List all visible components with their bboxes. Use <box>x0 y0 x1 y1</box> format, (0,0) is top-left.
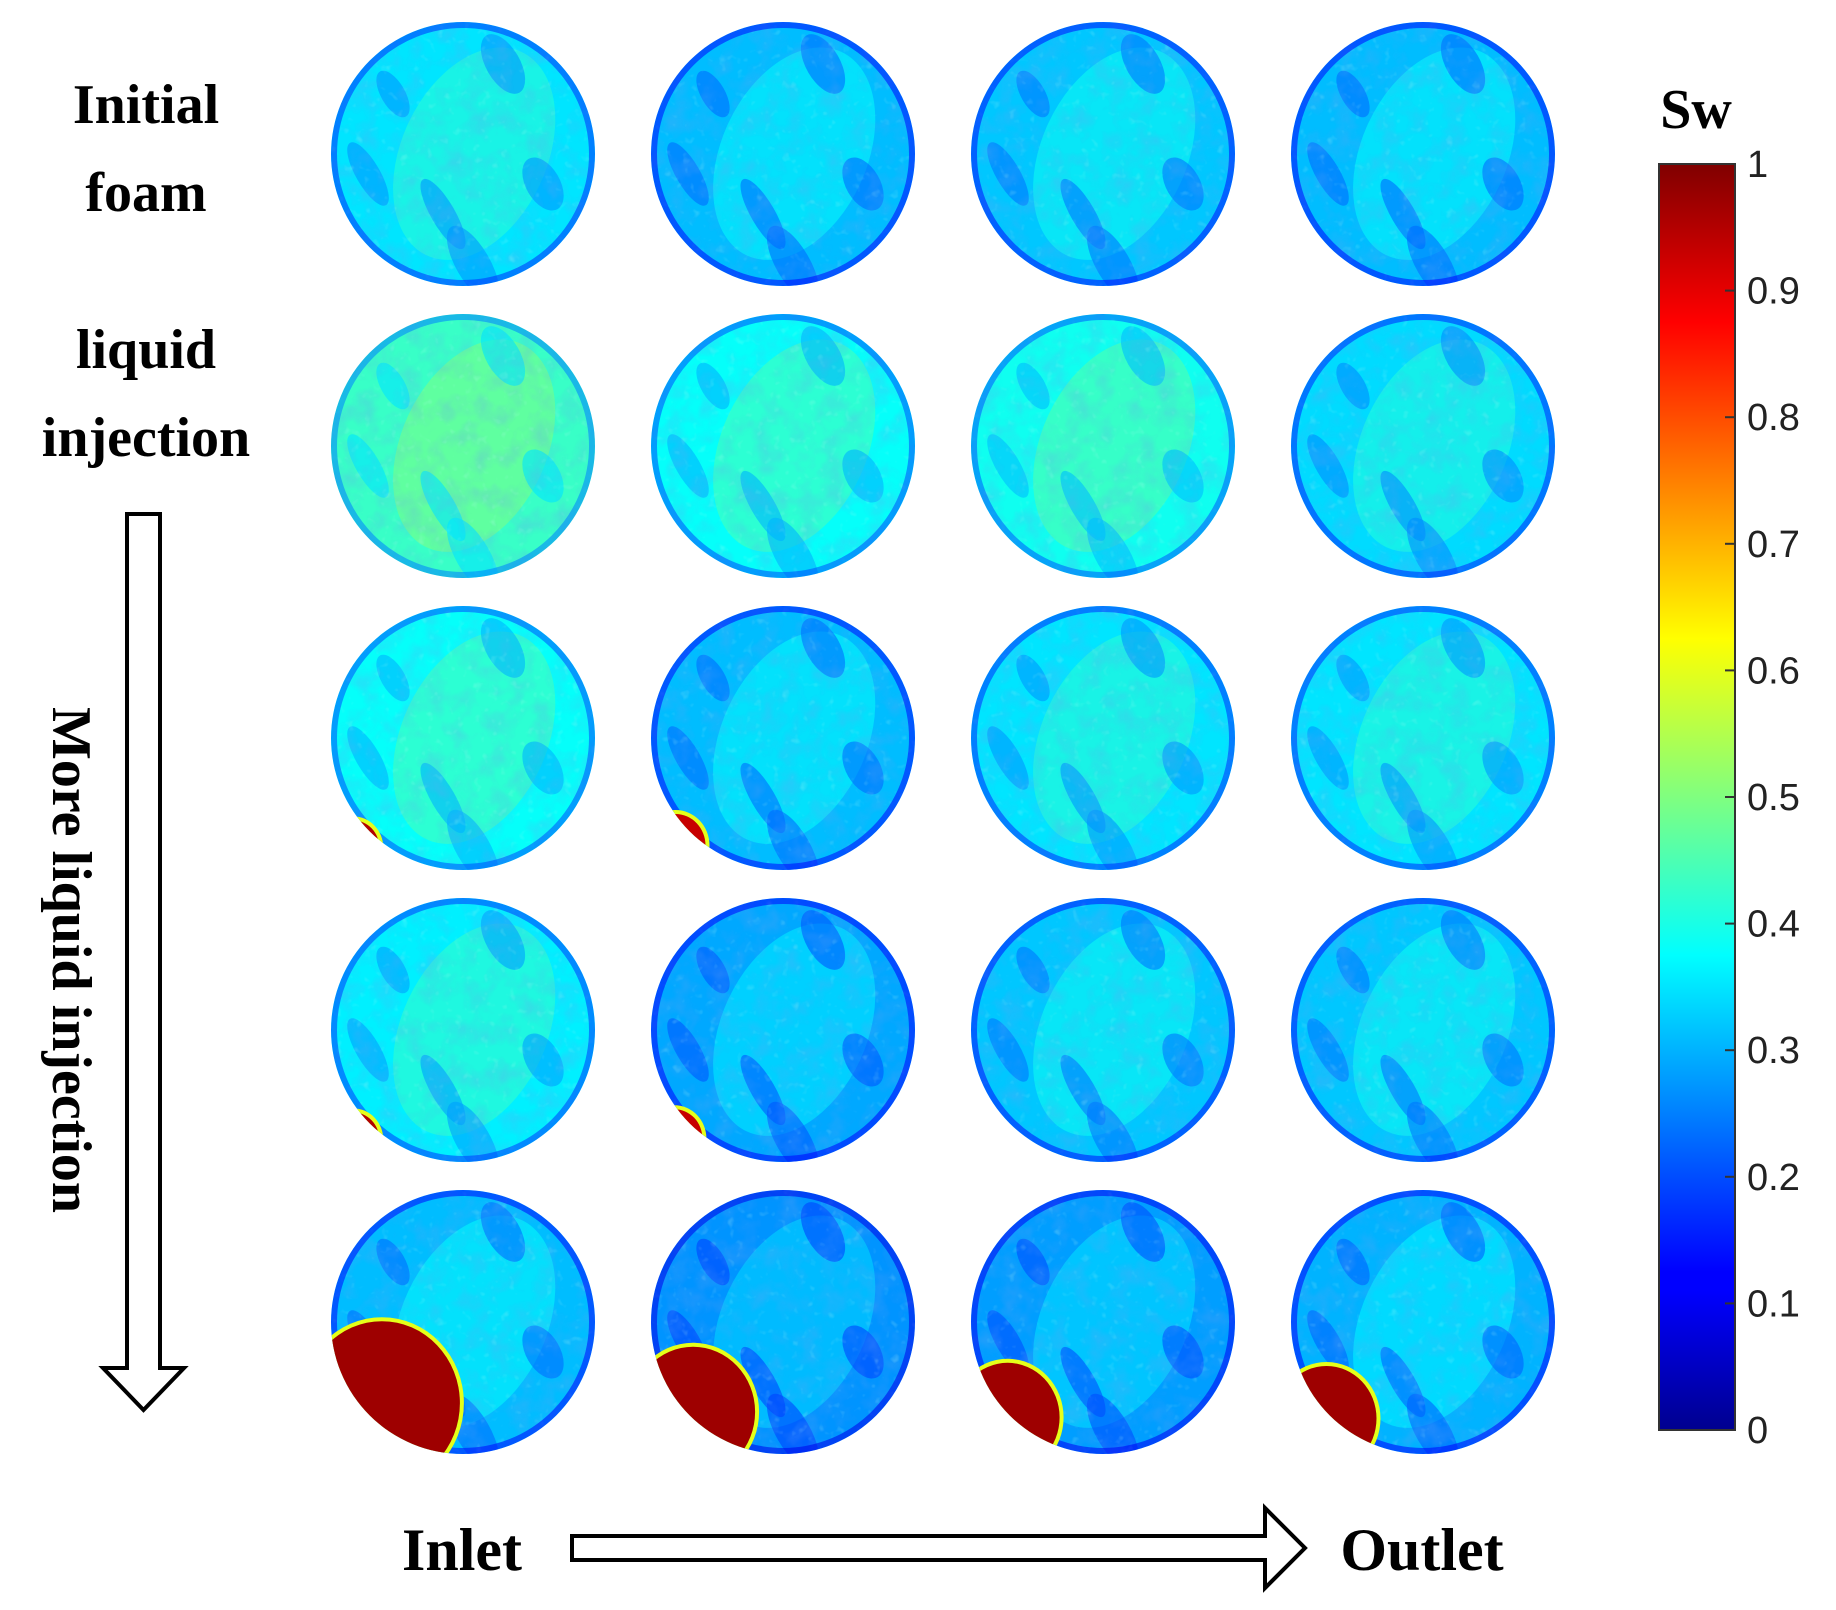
rim <box>331 22 595 286</box>
colorbar-tick-label: 0.4 <box>1747 904 1800 946</box>
saturation-map-r5-c4 <box>1291 1190 1555 1454</box>
inlet-label: Inlet <box>402 1517 522 1583</box>
saturation-map-r5-c1 <box>331 1190 595 1454</box>
saturation-map-r1-c3 <box>971 22 1235 286</box>
colorbar-tick-label: 0.2 <box>1747 1157 1800 1199</box>
saturation-map-r4-c3 <box>971 898 1235 1162</box>
liquid-region-halo <box>971 835 1005 870</box>
texture-speckle <box>331 898 595 1162</box>
rim <box>651 22 915 286</box>
texture-speckle <box>1291 898 1555 1162</box>
saturation-map-grid <box>331 22 1555 1454</box>
colorbar-tick-label: 0.6 <box>1747 650 1800 692</box>
liquid-region <box>972 839 1001 869</box>
liquid-region <box>331 1321 460 1454</box>
colorbar <box>1658 163 1736 1431</box>
saturation-map-r1-c4 <box>1291 22 1555 286</box>
texture-speckle <box>651 314 915 578</box>
saturation-map-r1-c1 <box>331 22 595 286</box>
rim <box>651 314 915 578</box>
colorbar-tick-label: 0.9 <box>1747 271 1800 313</box>
row-label-initial-foam-line2: foam <box>85 162 206 224</box>
liquid-region <box>974 554 995 575</box>
liquid-region-halo <box>651 810 710 870</box>
liquid-region-halo <box>971 1121 1011 1162</box>
texture-speckle <box>331 314 595 578</box>
rim <box>651 1190 915 1454</box>
saturation-map-r2-c1 <box>331 314 595 578</box>
colorbar-tick-label: 0.3 <box>1747 1030 1800 1072</box>
down-arrow-icon <box>98 512 189 1413</box>
rim <box>1291 1190 1555 1454</box>
vertical-arrow-label: More liquid injection <box>40 707 102 1213</box>
saturation-map-r4-c1 <box>331 898 595 1162</box>
rim <box>971 898 1235 1162</box>
liquid-region <box>1291 1366 1377 1454</box>
rim <box>971 1190 1235 1454</box>
liquid-region <box>651 1109 703 1162</box>
liquid-region <box>971 1362 1060 1454</box>
colorbar-tick-label: 0.1 <box>1747 1283 1800 1325</box>
liquid-region <box>971 1125 1007 1162</box>
rim <box>651 898 915 1162</box>
texture-speckle <box>651 22 915 286</box>
outlet-label: Outlet <box>1340 1517 1503 1583</box>
rim <box>1291 898 1555 1162</box>
right-arrow-icon <box>570 1503 1308 1593</box>
saturation-map-r4-c2 <box>651 898 915 1162</box>
colorbar-title: Sw <box>1660 79 1732 141</box>
liquid-region-halo <box>971 550 999 578</box>
texture-speckle <box>331 22 595 286</box>
rim <box>971 606 1235 870</box>
saturation-map-r2-c3 <box>971 314 1235 578</box>
saturation-map-r3-c1 <box>331 606 595 870</box>
saturation-map-r2-c4 <box>1291 314 1555 578</box>
colorbar-tick-label: 0 <box>1747 1410 1768 1452</box>
rim <box>331 314 595 578</box>
texture-speckle <box>971 606 1235 870</box>
rim <box>1291 314 1555 578</box>
saturation-map-r3-c4 <box>1291 606 1555 870</box>
row-label-liquid-injection-line2: injection <box>42 407 250 469</box>
saturation-map-r1-c2 <box>651 22 915 286</box>
saturation-map-r3-c3 <box>971 606 1235 870</box>
texture-speckle <box>1291 606 1555 870</box>
liquid-region-halo <box>331 816 384 870</box>
saturation-map-r3-c2 <box>651 606 915 870</box>
liquid-region <box>651 814 706 870</box>
colorbar-tick-label: 1 <box>1747 144 1768 186</box>
texture-speckle <box>971 898 1235 1162</box>
colorbar-tick-label: 0.8 <box>1747 397 1800 439</box>
rim <box>331 606 595 870</box>
liquid-region-halo <box>1291 1124 1328 1162</box>
liquid-region <box>651 1346 756 1454</box>
rim <box>1291 606 1555 870</box>
liquid-region-halo <box>331 1108 384 1162</box>
texture-speckle <box>1291 22 1555 286</box>
saturation-map-r5-c2 <box>651 1190 915 1454</box>
rim <box>331 898 595 1162</box>
row-label-initial-foam-line1: Initial <box>73 74 219 136</box>
colorbar-ticks: 1 0.9 0.8 0.7 0.6 0.5 0.4 0.3 0.2 0.1 0 <box>1725 144 1800 1452</box>
rim <box>971 22 1235 286</box>
texture-speckle <box>971 22 1235 286</box>
saturation-map-r4-c4 <box>1291 898 1555 1162</box>
liquid-region-halo <box>651 1105 707 1162</box>
liquid-region <box>331 1112 380 1162</box>
rim <box>971 314 1235 578</box>
rim <box>331 1190 595 1454</box>
colorbar-tick-label: 0.5 <box>1747 777 1800 819</box>
texture-speckle <box>971 314 1235 578</box>
texture-speckle <box>1291 314 1555 578</box>
liquid-region <box>331 820 380 870</box>
liquid-region <box>1291 1128 1324 1162</box>
rim <box>651 606 915 870</box>
rim <box>1291 22 1555 286</box>
colorbar-tick-label: 0.7 <box>1747 524 1800 566</box>
texture-speckle <box>331 606 595 870</box>
saturation-map-r2-c2 <box>651 314 915 578</box>
saturation-map-r5-c3 <box>971 1190 1235 1454</box>
row-label-liquid-injection-line1: liquid <box>76 319 216 381</box>
